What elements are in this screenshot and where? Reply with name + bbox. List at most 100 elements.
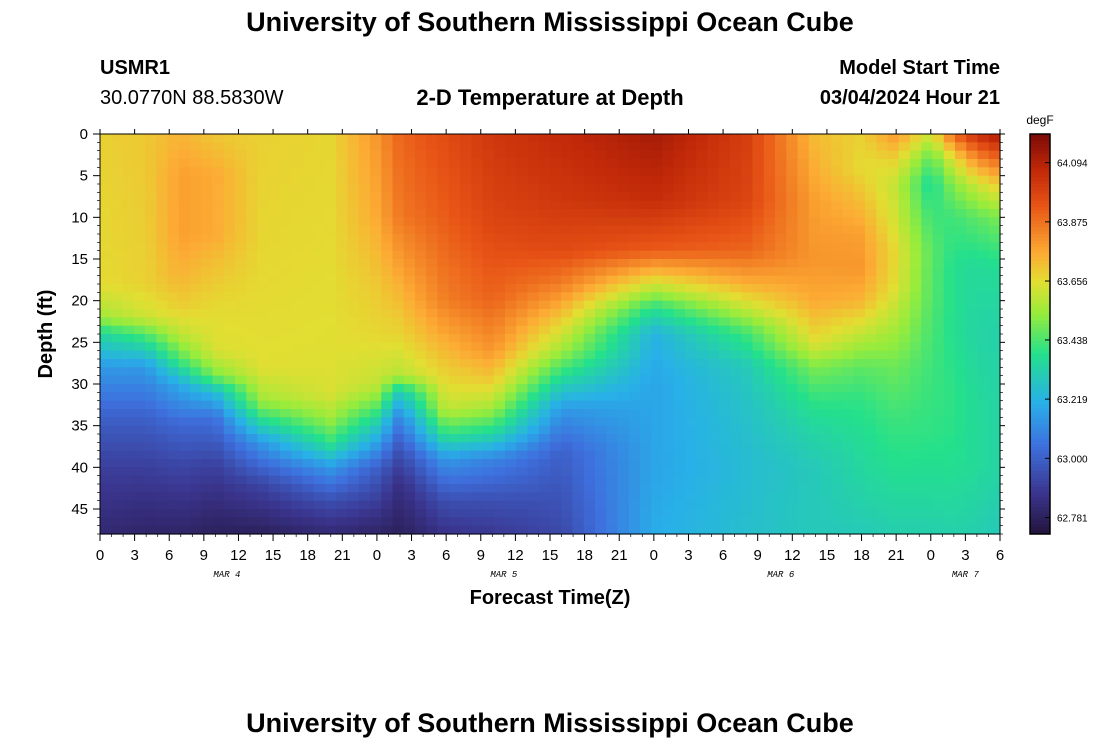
y-tick-label: 45 xyxy=(71,501,88,518)
heatmap-cell xyxy=(955,525,967,535)
heatmap-cell xyxy=(977,134,990,143)
heatmap-cell xyxy=(606,334,619,343)
colorbar-segment xyxy=(1030,247,1050,252)
heatmap-cell xyxy=(752,417,765,427)
heatmap-cell xyxy=(752,309,765,318)
heatmap-cell xyxy=(403,175,416,185)
heatmap-cell xyxy=(257,325,270,335)
heatmap-cell xyxy=(178,259,191,268)
heatmap-cell xyxy=(223,425,236,435)
heatmap-cell xyxy=(685,367,697,377)
heatmap-cell xyxy=(190,250,202,260)
heatmap-cell xyxy=(201,234,214,243)
heatmap-cell xyxy=(955,467,967,477)
heatmap-cell xyxy=(370,200,382,210)
heatmap-cell xyxy=(628,225,641,235)
heatmap-cell xyxy=(752,409,765,418)
heatmap-cell xyxy=(505,142,517,152)
heatmap-cell xyxy=(133,475,146,485)
heatmap-cell xyxy=(347,425,360,435)
heatmap-cell xyxy=(167,375,180,385)
heatmap-cell xyxy=(640,242,652,252)
heatmap-cell xyxy=(808,242,821,252)
heatmap-cell xyxy=(448,275,461,285)
heatmap-cell xyxy=(437,450,450,460)
heatmap-cell xyxy=(336,417,349,427)
heatmap-cell xyxy=(178,334,191,343)
heatmap-cell xyxy=(358,359,371,368)
heatmap-cell xyxy=(178,192,191,202)
heatmap-cell xyxy=(977,309,990,318)
heatmap-cell xyxy=(437,467,450,477)
heatmap-cell xyxy=(392,367,405,377)
heatmap-cell xyxy=(583,334,596,343)
heatmap-cell xyxy=(437,434,450,443)
heatmap-cell xyxy=(786,167,799,177)
heatmap-cell xyxy=(280,367,292,377)
heatmap-cell xyxy=(955,267,967,277)
heatmap-cell xyxy=(707,484,720,493)
heatmap-cell xyxy=(988,142,1001,152)
heatmap-cell xyxy=(763,409,776,418)
heatmap-cell xyxy=(347,300,360,310)
heatmap-cell xyxy=(403,467,416,477)
heatmap-cell xyxy=(606,200,619,210)
heatmap-cell xyxy=(223,334,236,343)
heatmap-cell xyxy=(111,392,124,402)
heatmap-cell xyxy=(257,134,270,143)
heatmap-cell xyxy=(583,350,596,360)
heatmap-cell xyxy=(595,392,607,402)
heatmap-cell xyxy=(505,517,517,527)
heatmap-cell xyxy=(482,300,495,310)
heatmap-cell xyxy=(437,500,450,510)
heatmap-cell xyxy=(797,134,810,143)
heatmap-cell xyxy=(831,434,844,443)
heatmap-cell xyxy=(482,242,495,252)
heatmap-cell xyxy=(786,184,799,193)
heatmap-cell xyxy=(561,342,574,352)
heatmap-cell xyxy=(786,234,799,243)
heatmap-cell xyxy=(358,309,371,318)
heatmap-cell xyxy=(842,234,855,243)
heatmap-cell xyxy=(482,159,495,168)
heatmap-cell xyxy=(358,517,371,527)
heatmap-cell xyxy=(460,500,472,510)
heatmap-cell xyxy=(448,517,461,527)
heatmap-cell xyxy=(246,175,259,185)
heatmap-cell xyxy=(651,434,664,443)
heatmap-cell xyxy=(550,159,562,168)
heatmap-cell xyxy=(943,400,956,410)
heatmap-cell xyxy=(595,242,607,252)
heatmap-cell xyxy=(865,417,877,427)
heatmap-cell xyxy=(392,217,405,227)
heatmap-cell xyxy=(336,309,349,318)
heatmap-cell xyxy=(403,200,416,210)
heatmap-cell xyxy=(145,450,157,460)
heatmap-cell xyxy=(190,267,202,277)
heatmap-cell xyxy=(595,484,607,493)
heatmap-cell xyxy=(336,467,349,477)
heatmap-cell xyxy=(561,492,574,502)
heatmap-cell xyxy=(876,209,889,218)
heatmap-cell xyxy=(910,484,922,493)
heatmap-cell xyxy=(212,184,225,193)
heatmap-cell xyxy=(763,267,776,277)
heatmap-cell xyxy=(235,267,247,277)
heatmap-cell xyxy=(898,192,911,202)
heatmap-cell xyxy=(325,134,337,143)
heatmap-cell xyxy=(493,259,506,268)
heatmap-cell xyxy=(145,250,157,260)
heatmap-cell xyxy=(291,325,304,335)
heatmap-cell xyxy=(100,300,112,310)
heatmap-cell xyxy=(336,159,349,168)
heatmap-cell xyxy=(190,300,202,310)
heatmap-cell xyxy=(583,142,596,152)
heatmap-cell xyxy=(527,200,540,210)
heatmap-cell xyxy=(201,484,214,493)
heatmap-cell xyxy=(887,392,900,402)
colorbar-segment xyxy=(1030,484,1050,488)
heatmap-cell xyxy=(482,334,495,343)
heatmap-cell xyxy=(167,309,180,318)
heatmap-cell xyxy=(437,167,450,177)
heatmap-cell xyxy=(381,317,394,327)
